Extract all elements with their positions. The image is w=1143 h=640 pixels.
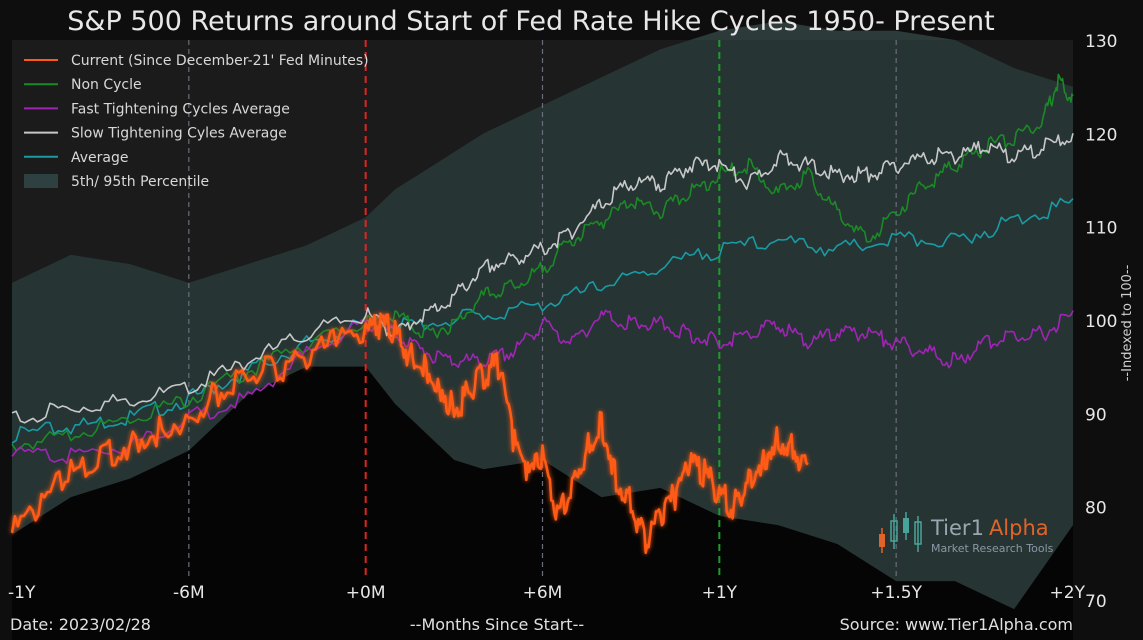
legend-item-label: Non Cycle: [71, 77, 142, 93]
y-tick-label: 110: [1085, 219, 1117, 239]
y-tick-label: 80: [1085, 499, 1107, 519]
candlestick-icon: [879, 512, 922, 553]
y-tick-label: 130: [1085, 32, 1117, 52]
legend-item-label: Slow Tightening Cyles Average: [71, 126, 287, 142]
legend-item-label: Fast Tightening Cycles Average: [71, 101, 290, 117]
series-line-2: [11, 309, 1074, 465]
legend-item-label: Average: [71, 150, 129, 166]
x-tick-label: +1Y: [702, 583, 738, 603]
y-tick-label: 120: [1085, 125, 1117, 145]
chart-title: S&P 500 Returns around Start of Fed Rate…: [67, 6, 994, 37]
x-tick-label: +0M: [346, 583, 386, 603]
x-tick-label: -6M: [173, 583, 205, 603]
footer-source: Source: www.Tier1Alpha.com: [840, 615, 1073, 634]
logo-brand-tier1: Tier1: [930, 516, 984, 540]
legend: Current (Since December-21' Fed Minutes)…: [24, 53, 369, 190]
legend-item-label: Current (Since December-21' Fed Minutes): [71, 53, 369, 69]
upper-region: [12, 21, 1073, 283]
x-tick-label: +1.5Y: [870, 583, 922, 603]
footer-date: Date: 2023/02/28: [10, 615, 151, 634]
y-axis-ticks: 70 80 90 100 110 120 130: [1085, 32, 1117, 612]
x-axis-ticks: -1Y -6M +0M +6M +1Y +1.5Y +2Y: [8, 583, 1086, 603]
series-line-3: [11, 133, 1074, 424]
x-tick-label: -1Y: [8, 583, 36, 603]
y-tick-label: 90: [1085, 405, 1107, 425]
logo-tagline: Market Research Tools: [931, 542, 1054, 555]
series-line-0: [10, 312, 809, 555]
x-axis-label: --Months Since Start--: [410, 615, 584, 634]
series-line-1: [11, 73, 1074, 452]
y-tick-label: 100: [1085, 312, 1117, 332]
logo-brand-alpha: Alpha: [989, 516, 1049, 540]
x-tick-label: +6M: [523, 583, 563, 603]
x-tick-label: +2Y: [1050, 583, 1086, 603]
y-tick-label: 70: [1085, 592, 1107, 612]
tier1-alpha-logo: Tier1 Alpha Market Research Tools: [879, 512, 1054, 555]
series-group: [10, 73, 1074, 555]
y-axis-label: --Indexed to 100--: [1120, 264, 1135, 381]
svg-text:Tier1Alpha: Tier1 Alpha: [930, 516, 1049, 540]
legend-swatch: [24, 174, 58, 188]
legend-item-label: 5th/ 95th Percentile: [71, 174, 209, 190]
